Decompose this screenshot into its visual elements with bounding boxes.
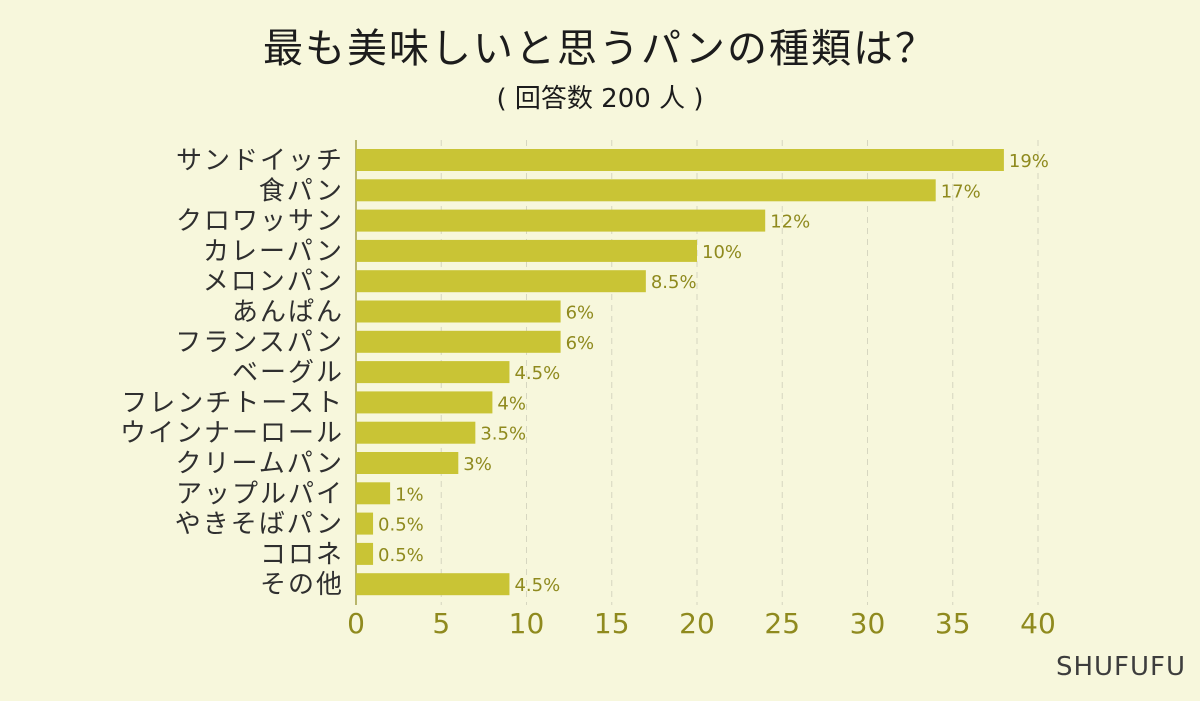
category-label: フランスパン <box>175 328 344 358</box>
data-label: 6% <box>566 333 595 354</box>
x-tick-label: 20 <box>679 607 715 640</box>
category-label: クリームパン <box>175 449 344 479</box>
data-label: 19% <box>1009 151 1049 172</box>
data-label: 12% <box>770 212 810 233</box>
x-tick-label: 0 <box>347 607 365 640</box>
bar <box>356 330 561 353</box>
x-tick-label: 25 <box>764 607 800 640</box>
bar <box>356 300 561 323</box>
category-label: やきそばパン <box>175 510 344 540</box>
x-tick-label: 10 <box>509 607 545 640</box>
category-label: フレンチトースト <box>121 388 344 418</box>
bar <box>356 270 646 293</box>
category-label: カレーパン <box>203 237 344 267</box>
data-label: 3.5% <box>480 424 526 445</box>
bar <box>356 482 391 505</box>
x-tick-label: 5 <box>432 607 450 640</box>
data-label: 4.5% <box>514 363 560 384</box>
data-label: 17% <box>941 181 981 202</box>
bar <box>356 452 459 474</box>
x-tick-label: 40 <box>1020 607 1056 640</box>
data-label: 10% <box>702 242 742 263</box>
data-label: 6% <box>566 303 595 324</box>
data-label: 3% <box>463 454 492 475</box>
category-label: アップルパイ <box>176 479 344 509</box>
bar <box>356 391 493 414</box>
bar <box>356 573 510 596</box>
bar <box>356 421 476 444</box>
data-label: 4.5% <box>514 575 560 596</box>
bar <box>356 512 374 535</box>
category-label: その他 <box>260 570 344 600</box>
chart-title: 最も美味しいと思うパンの種類は？ <box>263 26 937 72</box>
category-label: サンドイッチ <box>176 146 344 176</box>
category-label: メロンパン <box>203 267 344 297</box>
x-tick-label: 35 <box>935 607 971 640</box>
bar <box>356 361 510 384</box>
category-label: あんぱん <box>232 298 344 328</box>
category-label: 食パン <box>259 176 344 206</box>
x-tick-label: 15 <box>594 607 630 640</box>
data-label: 0.5% <box>378 515 424 536</box>
category-label: ウインナーロール <box>120 419 344 449</box>
data-label: 1% <box>395 484 424 505</box>
x-tick-label: 30 <box>850 607 886 640</box>
data-label: 4% <box>497 393 526 414</box>
category-label: コロネ <box>260 540 344 570</box>
data-label: 0.5% <box>378 545 424 566</box>
data-label: 8.5% <box>651 272 697 293</box>
bar <box>356 239 697 262</box>
bar <box>356 209 766 232</box>
brand-watermark: SHUFUFU <box>1055 652 1186 682</box>
chart-subtitle: ( 回答数 200 人 ) <box>496 84 704 114</box>
bar <box>356 542 374 565</box>
bar <box>356 149 1004 171</box>
category-label: ベーグル <box>232 358 344 388</box>
bar <box>356 179 936 202</box>
category-label: クロワッサン <box>176 207 344 237</box>
